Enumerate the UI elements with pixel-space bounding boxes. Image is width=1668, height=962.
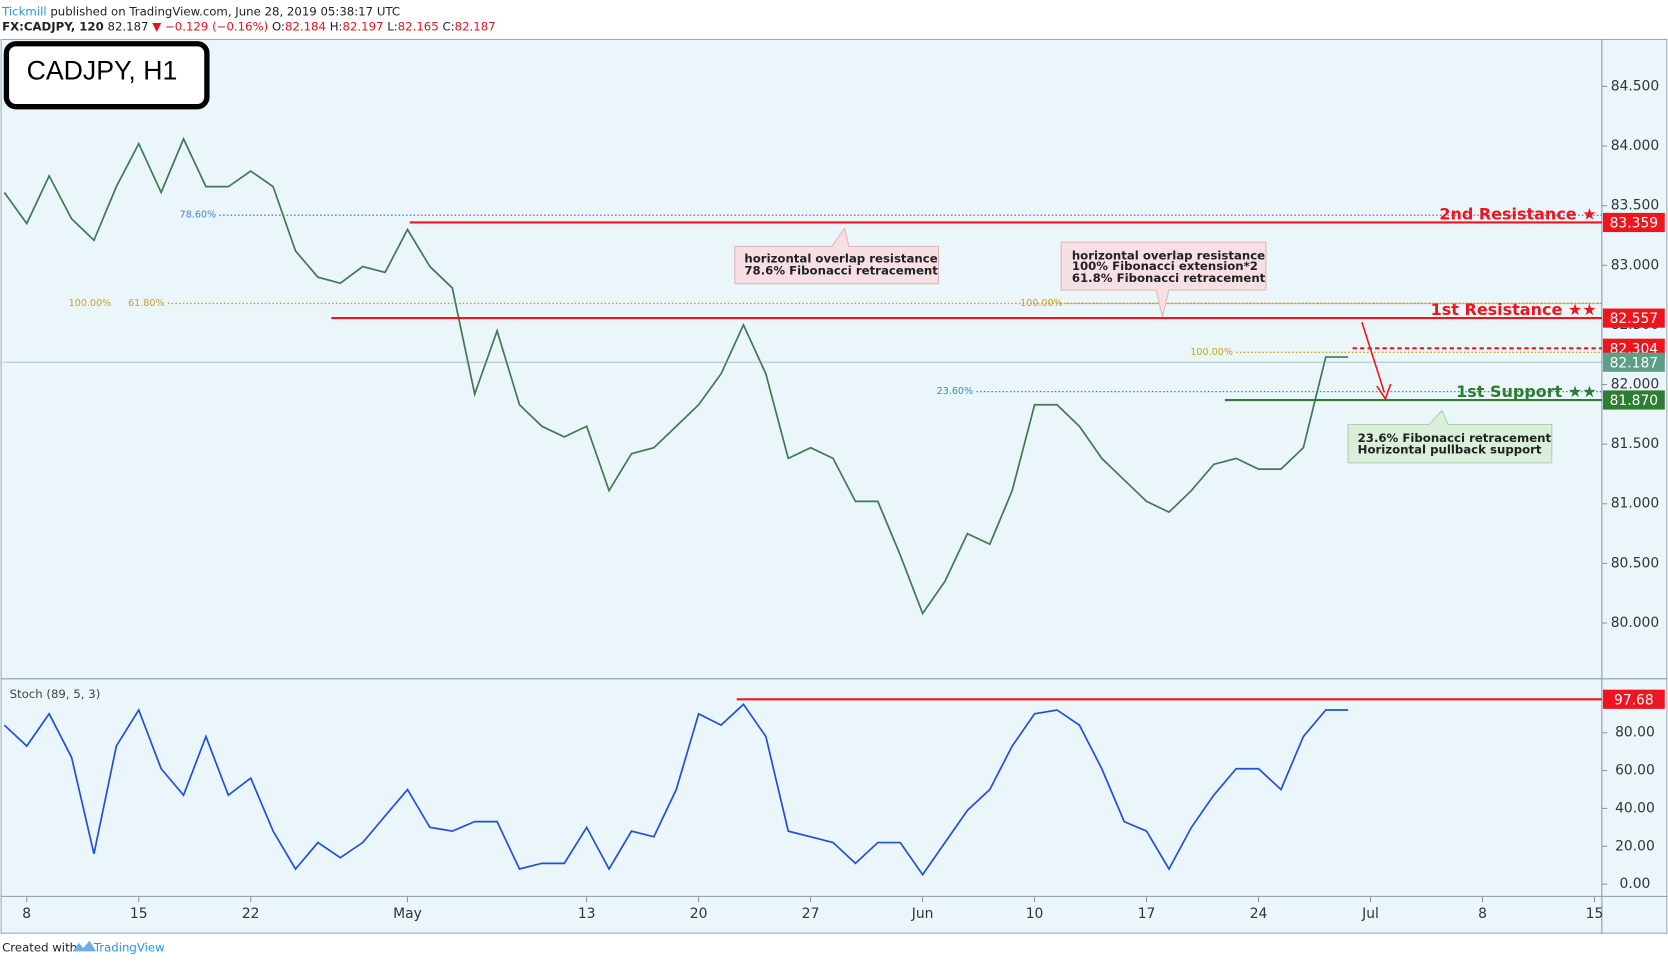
series-line (3, 703, 1349, 877)
annotation: horizontal overlap resistance 100% Fibon… (1060, 241, 1267, 317)
arrow-head (1376, 383, 1392, 401)
callout (1060, 241, 1267, 317)
level-label: 82.187 (1610, 355, 1659, 371)
level-name: 1st Resistance ★★ (1431, 300, 1597, 319)
ohlc-v: 82.197 (342, 19, 383, 33)
symbol: FX:CADJPY, 120 (2, 19, 104, 33)
annotation-text: horizontal overlap resistance (744, 252, 937, 266)
y-tick-label: 60.00 (1615, 763, 1655, 779)
series-line (3, 136, 1349, 616)
y-tick-label: 83.500 (1611, 198, 1660, 214)
level-box (1602, 352, 1665, 372)
annotation-text: 100% Fibonacci extension*2 (1072, 259, 1258, 273)
level-label: 81.870 (1610, 393, 1659, 409)
x-tick-label: Jul (1361, 906, 1379, 922)
annotation-text: Horizontal pullback support (1358, 443, 1542, 457)
change: ▼ −0.129 (−0.16%) (152, 19, 268, 33)
x-tick-label: 24 (1250, 906, 1268, 922)
level-box (1602, 308, 1665, 328)
y-tick-label: 81.500 (1611, 436, 1660, 452)
ohlc-v: 82.187 (455, 19, 496, 33)
arrow-shaft (1361, 321, 1386, 393)
fib-label: 61.80% (128, 298, 165, 309)
ohlc-v: 82.184 (285, 19, 326, 33)
fib-label: 78.60% (180, 210, 217, 221)
level-name: 1st Support ★★ (1456, 382, 1596, 401)
x-tick-label: 17 (1138, 906, 1156, 922)
y-tick-label: 80.000 (1611, 615, 1660, 631)
level-box (1602, 212, 1665, 233)
y-tick-label: 20.00 (1615, 838, 1655, 854)
x-tick-label: Jun (911, 906, 934, 922)
last: 82.187 (107, 19, 148, 33)
y-tick-label: 80.00 (1615, 725, 1655, 741)
y-tick-label: 81.000 (1611, 496, 1660, 512)
y-tick-label: 82.000 (1611, 377, 1660, 393)
indicator-title: Stoch (89, 5, 3) (10, 687, 101, 701)
arrow (1361, 321, 1392, 401)
level-label: 83.359 (1610, 216, 1659, 232)
level-name: 2nd Resistance ★ (1439, 205, 1596, 224)
annotation-text: 61.8% Fibonacci retracement (1072, 271, 1266, 285)
ohlc-k: H: (330, 19, 343, 33)
level-box (1602, 390, 1665, 410)
header-line: Tickmill published on TradingView.com, J… (1, 4, 400, 18)
x-tick-label: May (393, 906, 422, 922)
ohlc-k: C: (442, 19, 454, 33)
ohlc-k: L: (387, 19, 397, 33)
level-label: 97.68 (1614, 692, 1654, 708)
level-box (1602, 689, 1665, 709)
x-tick-label: 22 (242, 906, 260, 922)
ohlc-k: O: (272, 19, 285, 33)
x-tick-label: 15 (130, 906, 148, 922)
published: published on TradingView.com, June 28, 2… (50, 4, 400, 18)
logo (72, 940, 96, 952)
chart-title: CADJPY, H1 (27, 56, 178, 86)
x-tick-label: 27 (802, 906, 820, 922)
level-label: 82.557 (1610, 311, 1659, 327)
annotation-text: 78.6% Fibonacci retracement (744, 263, 938, 277)
x-tick-label: 20 (690, 906, 708, 922)
x-tick-label: 15 (1586, 906, 1604, 922)
y-tick-label: 80.500 (1611, 555, 1660, 571)
x-tick-label: 10 (1026, 906, 1044, 922)
x-tick-label: 8 (22, 906, 31, 922)
fib-label: 100.00% (69, 298, 112, 309)
title-box (3, 41, 210, 110)
callout (734, 226, 940, 285)
annotation-text: horizontal overlap resistance (1072, 248, 1265, 262)
ohlc-v: 82.165 (398, 19, 439, 33)
y-tick-label: 84.500 (1611, 78, 1660, 94)
publisher: Tickmill (1, 4, 46, 18)
y-tick-label: 83.000 (1611, 257, 1660, 273)
callout (1347, 409, 1553, 464)
chart-area (0, 38, 1668, 934)
x-tick-label: 13 (578, 906, 596, 922)
x-tick-label: 8 (1478, 906, 1487, 922)
plots: 8 15 22 May 13 20 27 Jun 10 17 24 Jul 8 15 80.000 80.50… (3, 78, 1665, 922)
y-tick-label: 0.00 (1620, 876, 1651, 892)
y-tick-label: 84.000 (1611, 138, 1660, 154)
fib-label: 100.00% (1020, 298, 1063, 309)
annotation: horizontal overlap resistance 78.6% Fibo… (734, 226, 940, 285)
y-tick-label: 40.00 (1615, 800, 1655, 816)
annotation-text: 23.6% Fibonacci retracement (1358, 431, 1552, 445)
fib-label: 100.00% (1190, 347, 1233, 358)
symbol-line: FX:CADJPY, 120 82.187 ▼ −0.129 (−0.16%) … (2, 19, 496, 33)
annotation: 23.6% Fibonacci retracement Horizontal p… (1347, 409, 1553, 464)
fib-label: 23.60% (937, 386, 974, 397)
footer-created: Created with (2, 941, 77, 955)
footer-brand: TradingView (93, 941, 165, 955)
